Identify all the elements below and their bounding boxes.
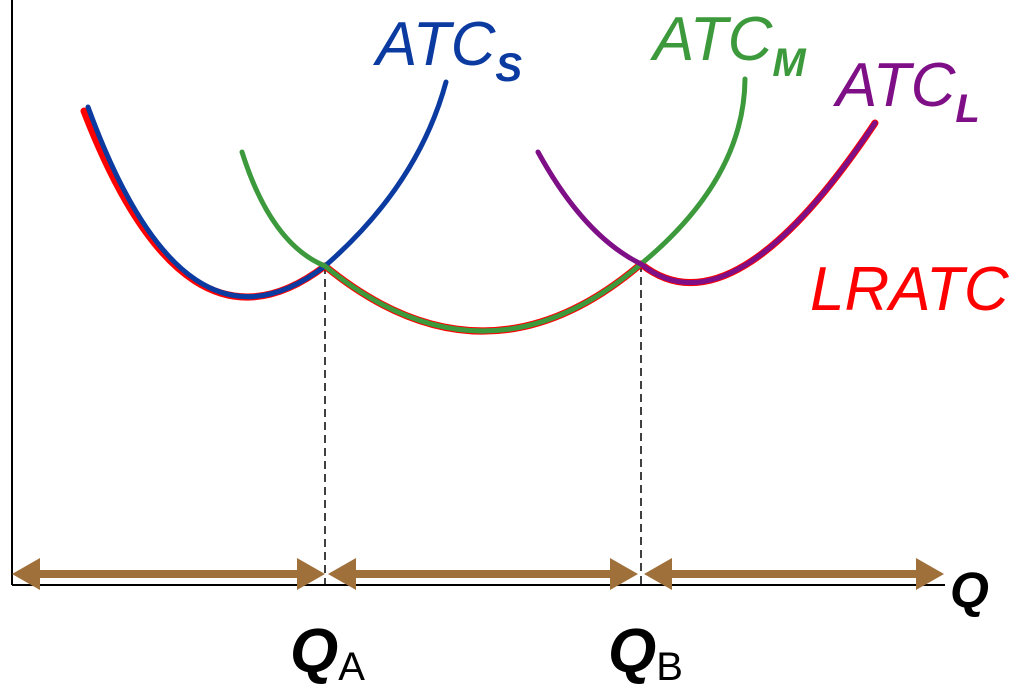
range-arrow-middle: [328, 558, 638, 590]
atc-m-curve: [239, 76, 748, 334]
atc-s-label: ATCS: [372, 10, 522, 90]
q-b-label: QB: [608, 617, 683, 684]
atc-m-label: ATCM: [649, 5, 807, 85]
atc-l-label: ATCL: [832, 51, 980, 131]
q-a-label: QA: [290, 617, 365, 684]
lratc-curve: [80, 107, 879, 335]
q-axis-label: Q: [950, 562, 989, 618]
range-arrow-left: [12, 558, 325, 590]
atc-l-curve: [535, 120, 878, 286]
lratc-label: LRATC: [810, 255, 1010, 324]
atc-s-curve: [85, 79, 449, 300]
range-arrow-right: [644, 558, 944, 590]
